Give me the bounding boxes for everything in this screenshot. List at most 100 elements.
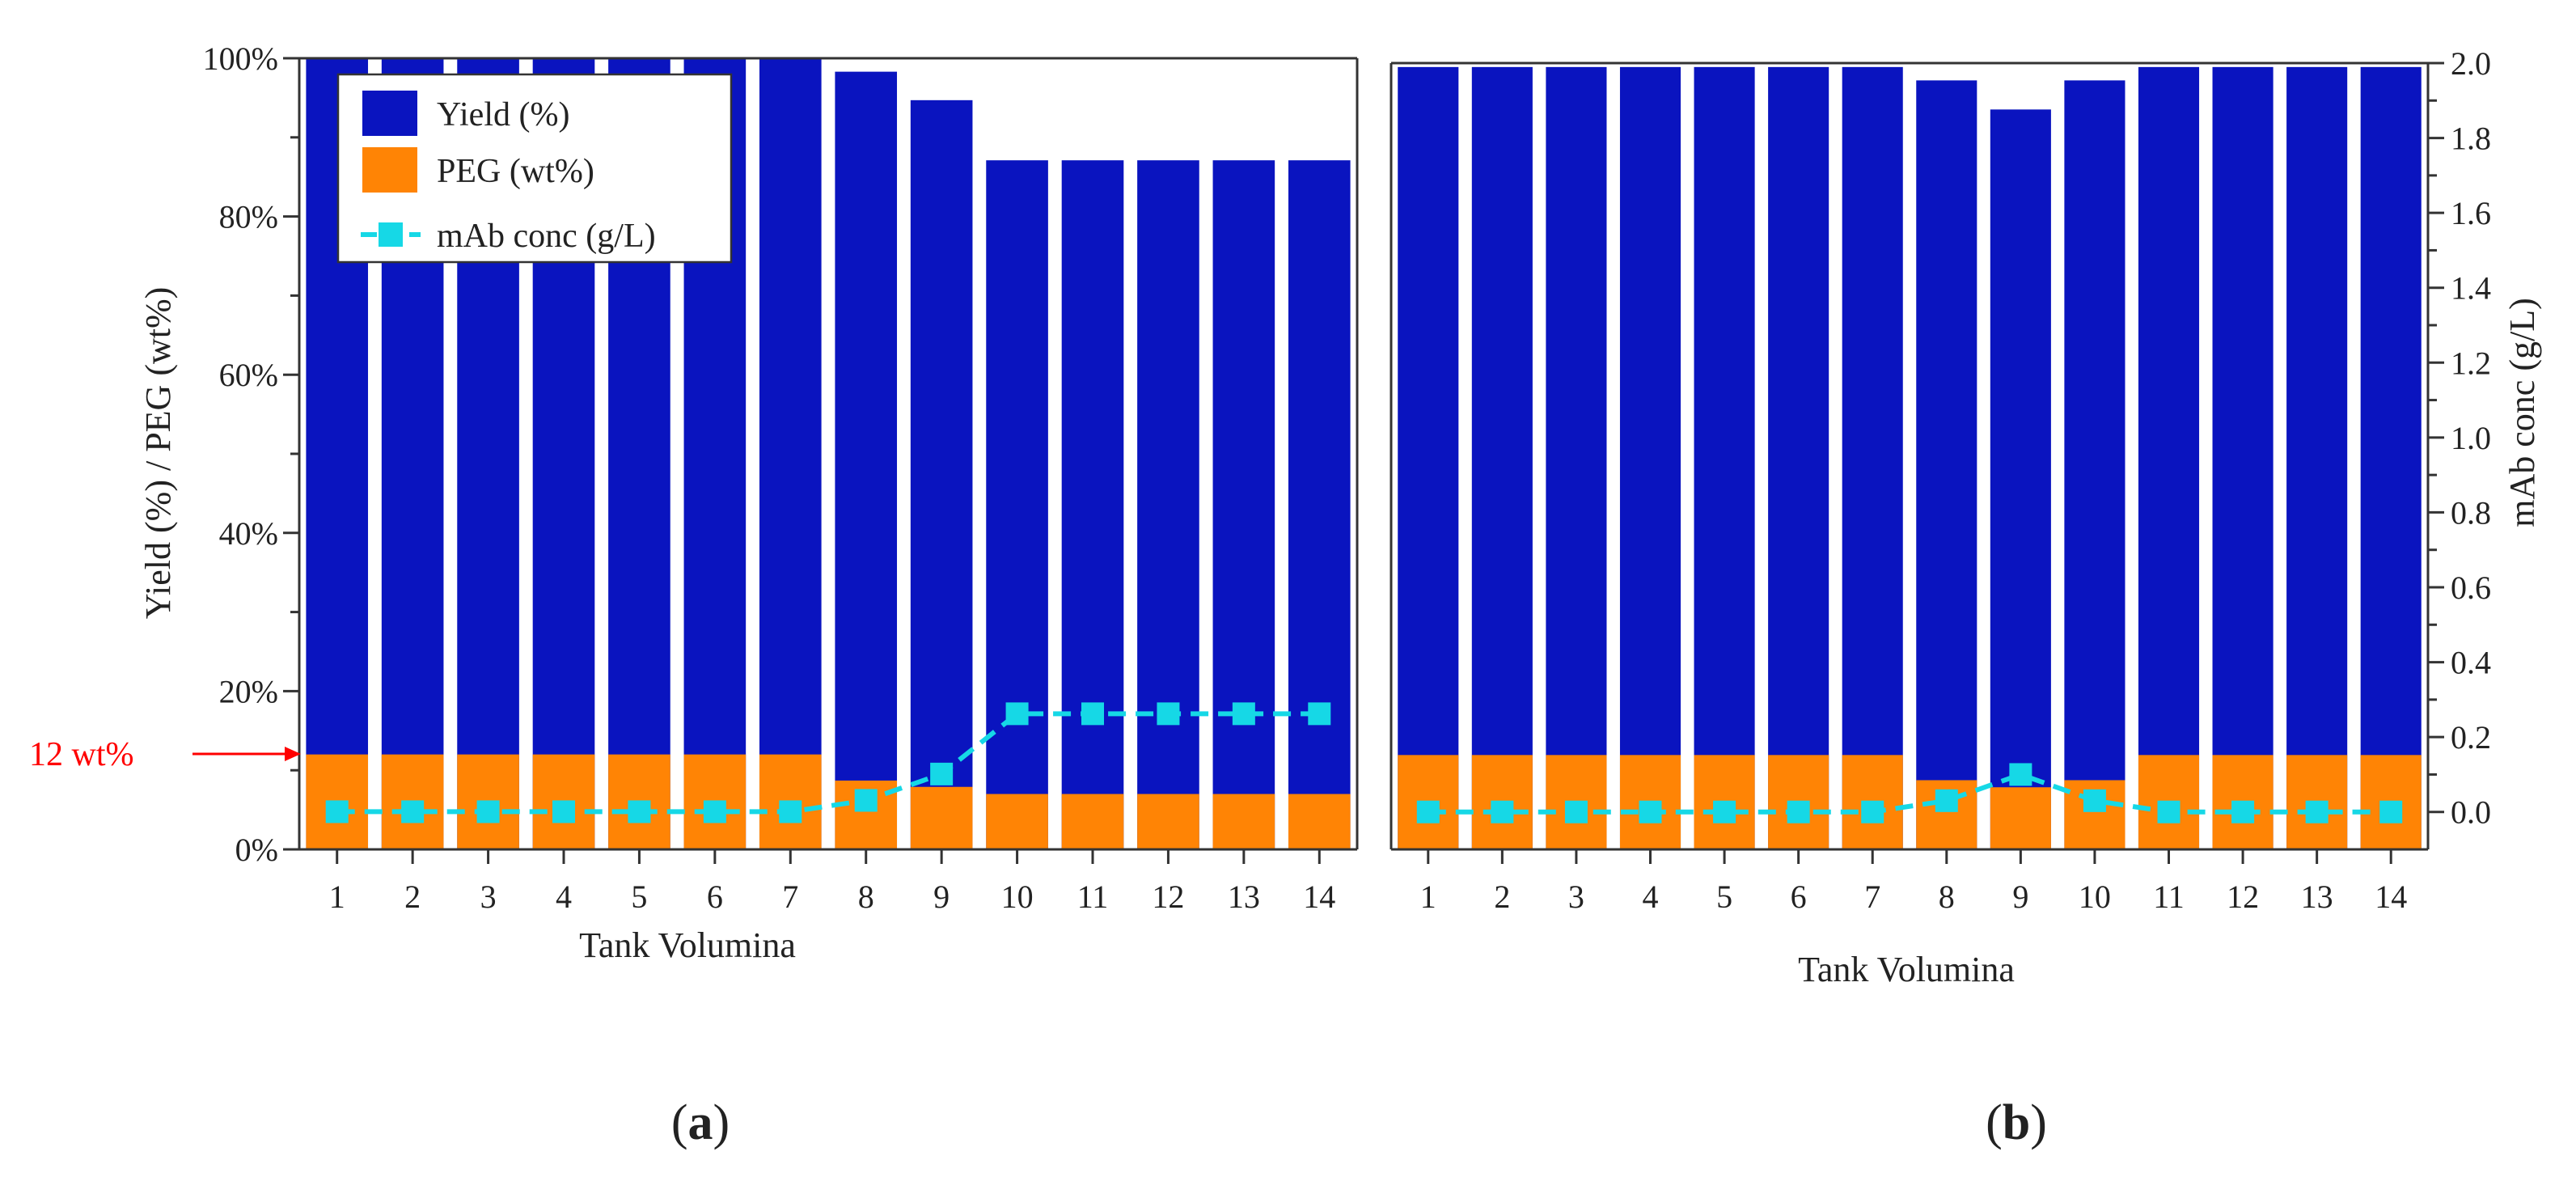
bar-yield bbox=[1288, 160, 1351, 850]
bar-yield bbox=[1842, 66, 1903, 850]
point-mab-conc bbox=[2231, 800, 2255, 823]
y2-tick-label: 1.8 bbox=[2451, 121, 2491, 157]
point-mab-conc bbox=[854, 789, 878, 812]
bar-yield bbox=[1990, 109, 2051, 849]
x-tick-label: 13 bbox=[2301, 879, 2333, 915]
y-tick-label: 40% bbox=[219, 515, 278, 552]
bar-yield bbox=[1546, 66, 1607, 850]
x-tick-label: 14 bbox=[1303, 879, 1335, 915]
point-mab-conc bbox=[2009, 763, 2032, 786]
x-tick-label: 5 bbox=[1716, 879, 1732, 915]
bar-yield bbox=[986, 160, 1048, 850]
y-tick-label: 80% bbox=[219, 199, 278, 235]
point-mab-conc bbox=[325, 800, 349, 823]
bar-yield bbox=[2286, 66, 2348, 850]
bar-yield bbox=[1398, 66, 1459, 850]
bar-yield bbox=[1916, 80, 1977, 849]
bar-peg bbox=[1212, 794, 1275, 849]
y2-tick-label: 1.2 bbox=[2451, 345, 2491, 381]
point-mab-conc bbox=[1157, 702, 1180, 726]
y2-tick-label: 1.4 bbox=[2451, 270, 2491, 307]
bar-peg bbox=[986, 794, 1048, 849]
line-mab-conc bbox=[1428, 772, 2392, 815]
bar-peg bbox=[1137, 794, 1199, 849]
legend: Yield (%) PEG (wt%) mAb conc (g/L) bbox=[336, 73, 733, 264]
y2-tick-label: 0.8 bbox=[2451, 494, 2491, 531]
x-tick-label: 5 bbox=[631, 879, 647, 915]
point-mab-conc bbox=[1639, 800, 1662, 823]
bar-yield bbox=[1212, 160, 1275, 850]
point-mab-conc bbox=[2305, 800, 2329, 823]
y-tick-label: 20% bbox=[219, 673, 278, 709]
y-tick-label: 0% bbox=[235, 832, 278, 868]
bar-yield bbox=[1061, 160, 1124, 850]
legend-marker-mab bbox=[379, 222, 403, 247]
bar-peg bbox=[910, 786, 973, 849]
bar-yield bbox=[2360, 66, 2422, 850]
x-tick-label: 10 bbox=[1001, 879, 1034, 915]
x-tick-label: 4 bbox=[556, 879, 572, 915]
panel-label-a: (a) bbox=[671, 1095, 730, 1150]
point-mab-conc bbox=[1713, 800, 1736, 823]
point-mab-conc bbox=[2083, 789, 2106, 812]
point-mab-conc bbox=[930, 762, 954, 785]
panel-b-axes: 1 2 3 4 5 6 7 8 9 10 11 12 13 140.00.20.40.60.81.01.2… bbox=[1390, 45, 2491, 915]
bar-yield bbox=[759, 58, 822, 849]
x-tick-label: 11 bbox=[1077, 879, 1109, 915]
x-tick-label: 8 bbox=[1939, 879, 1955, 915]
legend-label-yield: Yield (%) bbox=[437, 96, 569, 133]
bar-yield bbox=[2064, 80, 2126, 849]
y2-tick-label: 0.2 bbox=[2451, 719, 2491, 756]
y2-tick-label: 1.0 bbox=[2451, 420, 2491, 456]
x-tick-label: 4 bbox=[1643, 879, 1659, 915]
panel-a-axes: 1 2 3 4 5 6 7 8 9 10 11 12 13 140%20%40%60%80%100% bbox=[203, 40, 1359, 915]
point-mab-conc bbox=[1935, 789, 1958, 812]
y2-tick-label: 1.6 bbox=[2451, 195, 2491, 231]
point-mab-conc bbox=[1564, 800, 1588, 823]
x-tick-label: 7 bbox=[782, 879, 798, 915]
x-tick-label: 10 bbox=[2079, 879, 2111, 915]
y2-tick-label: 2.0 bbox=[2451, 45, 2491, 82]
panel-label-b: (b) bbox=[1986, 1095, 2047, 1150]
y2-tick-label: 0.0 bbox=[2451, 794, 2491, 831]
bar-yield bbox=[1768, 66, 1829, 850]
annotation-arrowhead bbox=[285, 747, 301, 761]
y-axis-label-a: Yield (%) / PEG (wt%) bbox=[138, 287, 178, 620]
x-tick-label: 3 bbox=[480, 879, 497, 915]
x-tick-label: 6 bbox=[707, 879, 723, 915]
point-mab-conc bbox=[1491, 800, 1514, 823]
x-tick-label: 12 bbox=[1152, 879, 1184, 915]
y2-axis-label-b: mAb conc (g/L) bbox=[2502, 298, 2542, 527]
bar-peg bbox=[1990, 787, 2051, 849]
point-mab-conc bbox=[1787, 800, 1810, 823]
x-tick-label: 14 bbox=[2375, 879, 2407, 915]
y2-tick-label: 0.4 bbox=[2451, 645, 2491, 681]
x-tick-label: 13 bbox=[1228, 879, 1260, 915]
bar-peg bbox=[1061, 794, 1124, 849]
legend-label-peg: PEG (wt%) bbox=[437, 153, 594, 190]
x-tick-label: 9 bbox=[933, 879, 950, 915]
point-mab-conc bbox=[2157, 800, 2181, 823]
panel-b-plot-area bbox=[1398, 66, 2422, 850]
point-mab-conc bbox=[1005, 702, 1029, 726]
point-mab-conc bbox=[779, 800, 802, 823]
x-tick-label: 1 bbox=[329, 879, 345, 915]
x-tick-label: 6 bbox=[1791, 879, 1807, 915]
point-mab-conc bbox=[1416, 800, 1440, 823]
y2-tick-label: 0.6 bbox=[2451, 569, 2491, 606]
point-mab-conc bbox=[1081, 702, 1104, 726]
point-mab-conc bbox=[552, 800, 575, 823]
bar-peg bbox=[1288, 794, 1351, 849]
annotation-12wt-label: 12 wt% bbox=[29, 736, 134, 773]
x-tick-label: 2 bbox=[1494, 879, 1510, 915]
point-mab-conc bbox=[1861, 800, 1884, 823]
point-mab-conc bbox=[476, 800, 500, 823]
x-tick-label: 7 bbox=[1864, 879, 1880, 915]
x-tick-label: 8 bbox=[858, 879, 874, 915]
legend-swatch-yield bbox=[362, 91, 417, 136]
legend-swatch-peg bbox=[362, 147, 417, 193]
x-tick-label: 3 bbox=[1568, 879, 1584, 915]
bar-yield bbox=[835, 71, 898, 850]
bar-yield bbox=[1137, 160, 1199, 850]
